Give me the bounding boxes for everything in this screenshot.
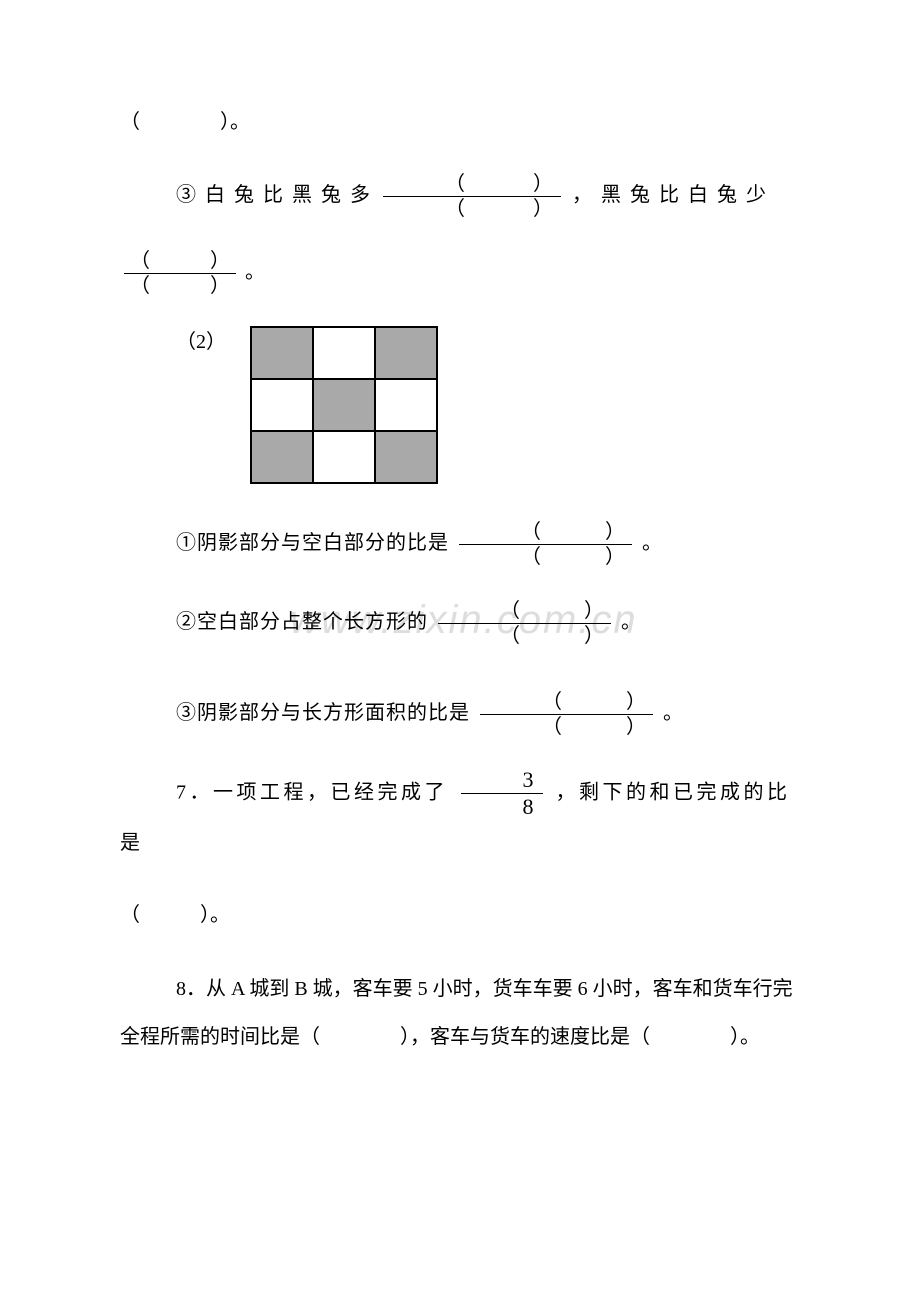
fraction-numerator: 3	[461, 767, 544, 794]
fraction-numerator: （ ）	[383, 172, 561, 197]
fraction-numerator: （ ）	[438, 599, 611, 624]
sub3-text-a: ③ 白 兔 比 黑 兔 多	[176, 184, 372, 206]
grid-cell-shaded	[375, 431, 437, 483]
grid-cell-shaded	[251, 327, 313, 379]
question-2-grid-row: （2）	[120, 326, 800, 484]
fraction-blank-1: （ ） （ ）	[383, 172, 561, 221]
fraction-denominator: （ ）	[438, 624, 611, 648]
fraction-blank-5: （ ） （ ）	[480, 690, 653, 739]
grid-cell-shaded	[313, 379, 375, 431]
question-7-line2: （ ）。	[120, 893, 800, 937]
fraction-3-8: 3 8	[461, 767, 544, 821]
grid-cell-shaded	[251, 431, 313, 483]
question-8: 8．从 A 城到 B 城，客车要 5 小时，货车车要 6 小时，客车和货车行完全…	[120, 965, 800, 1061]
fraction-denominator: （ ）	[383, 197, 561, 221]
fraction-blank-3: （ ） （ ）	[459, 520, 632, 569]
grid-cell-white	[375, 379, 437, 431]
question-7-line1: 7．一项工程，已经完成了 3 8 ，剩下的和已完成的比是	[120, 767, 800, 865]
fraction-denominator: 8	[461, 794, 544, 820]
q2-1-text: ①阴影部分与空白部分的比是	[176, 532, 449, 554]
q2-3-text: ③阴影部分与长方形面积的比是	[176, 702, 470, 724]
fraction-denominator: （ ）	[124, 274, 236, 298]
question-2-sub1: ①阴影部分与空白部分的比是 （ ） （ ） 。	[120, 520, 800, 569]
fraction-numerator: （ ）	[459, 520, 632, 545]
sub-question-3-line1: ③ 白 兔 比 黑 兔 多 （ ） （ ） ， 黑 兔 比 白 兔 少	[120, 172, 800, 221]
grid-row	[251, 379, 437, 431]
period: 。	[642, 532, 663, 554]
document-page: （ ）。 ③ 白 兔 比 黑 兔 多 （ ） （ ） ， 黑 兔 比 白 兔 少…	[0, 0, 920, 1149]
shaded-grid	[250, 326, 438, 484]
period: 。	[663, 702, 684, 724]
fraction-numerator: （ ）	[480, 690, 653, 715]
grid-row	[251, 431, 437, 483]
fraction-denominator: （ ）	[459, 545, 632, 569]
sub3-text-b: ， 黑 兔 比 白 兔 少	[572, 184, 768, 206]
grid-cell-white	[313, 431, 375, 483]
grid-cell-white	[313, 327, 375, 379]
grid-row	[251, 327, 437, 379]
fraction-blank-2: （ ） （ ）	[124, 249, 236, 298]
fraction-denominator: （ ）	[480, 715, 653, 739]
period: 。	[621, 611, 642, 633]
question-2-label: （2）	[120, 326, 226, 352]
q7-text-a: 7．一项工程，已经完成了	[176, 781, 448, 803]
sub-question-3-line2: （ ） （ ） 。	[120, 249, 800, 298]
question-2-sub2: ②空白部分占整个长方形的 （ ） （ ） 。	[120, 599, 800, 648]
question-2-sub3: ③阴影部分与长方形面积的比是 （ ） （ ） 。	[120, 690, 800, 739]
q2-2-text: ②空白部分占整个长方形的	[176, 611, 428, 633]
grid-cell-shaded	[375, 327, 437, 379]
grid-cell-white	[251, 379, 313, 431]
fraction-blank-4: （ ） （ ）	[438, 599, 611, 648]
period: 。	[245, 261, 265, 283]
fraction-numerator: （ ）	[124, 249, 236, 274]
prev-question-tail: （ ）。	[120, 100, 800, 144]
